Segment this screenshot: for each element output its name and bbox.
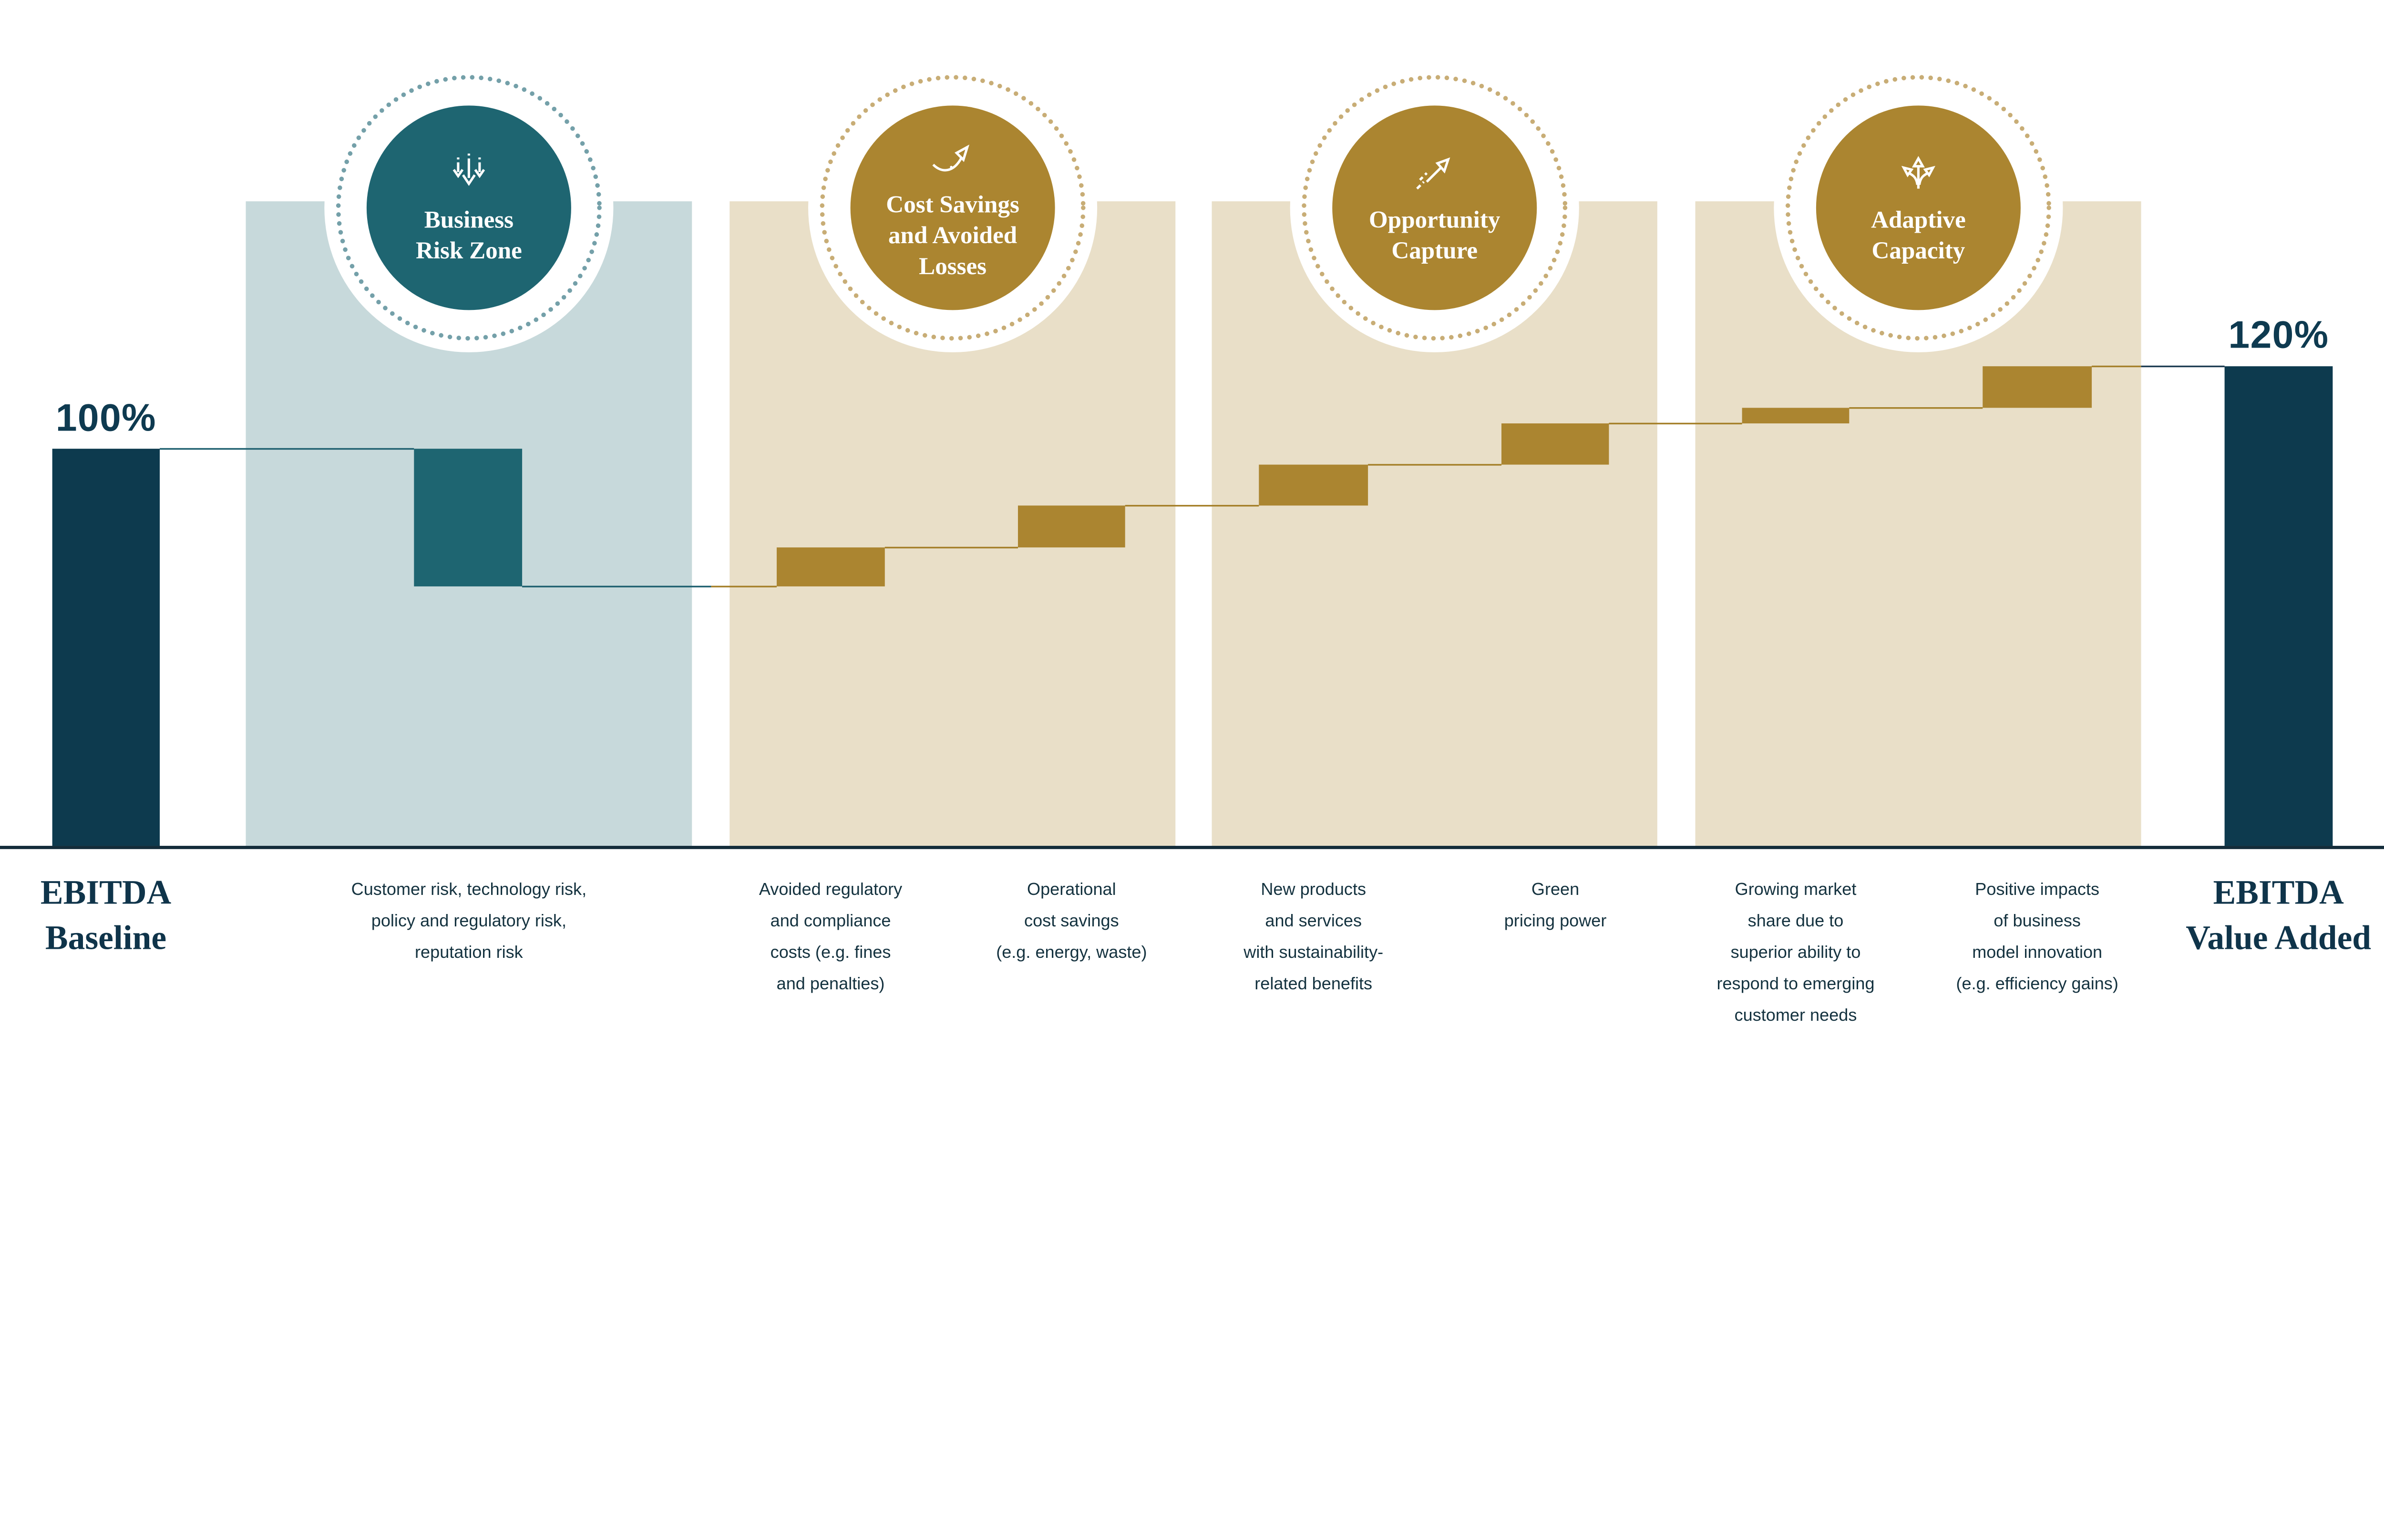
connector-step5-step6 (1849, 407, 1983, 409)
badge-title: Cost Savings and Avoided Losses (886, 191, 1019, 280)
label-business-risk: Customer risk, technology risk, policy a… (351, 879, 587, 962)
launch-arrow-icon (1410, 150, 1459, 198)
badge-opportunity-capture: Opportunity Capture (1332, 105, 1537, 310)
bar-business-risk-drop (414, 449, 523, 586)
dotted-ring (1300, 73, 1569, 342)
bar-avoided-costs (776, 547, 885, 586)
dotted-ring (334, 73, 604, 342)
bar-green-pricing (1501, 423, 1609, 465)
waterfall-chart: 100% 120% Business Risk Zone (0, 73, 2384, 1025)
badge-title: Adaptive Capacity (1871, 206, 1966, 264)
label-model-innovation: Positive impacts of business model innov… (1956, 879, 2118, 994)
connector-100pct-line (160, 448, 414, 450)
connector-step1-step2 (884, 546, 1018, 549)
end-percent-label: 120% (2228, 313, 2329, 357)
bar-model-innovation (1983, 366, 2092, 408)
badge-adaptive-capacity: Adaptive Capacity (1816, 105, 2021, 310)
label-new-products: New products and services with sustainab… (1243, 879, 1384, 994)
bar-operational-savings (1017, 505, 1125, 548)
label-ebitda-value-added: EBITDA Value Added (2186, 873, 2372, 957)
label-avoided-costs: Avoided regulatory and compliance costs … (759, 879, 903, 994)
bar-market-share (1742, 408, 1850, 424)
label-operational-savings: Operational cost savings (e.g. energy, w… (996, 879, 1147, 962)
bar-new-products (1259, 464, 1368, 506)
bar-ebitda-value-added (2224, 366, 2333, 846)
dotted-ring (1784, 73, 2053, 342)
connector-step3-step4 (1368, 464, 1502, 466)
badge-business-risk-zone: Business Risk Zone (366, 105, 571, 310)
badge-cost-savings: Cost Savings and Avoided Losses (850, 105, 1055, 310)
bar-ebitda-baseline (52, 449, 160, 846)
curved-up-arrow-icon (928, 134, 977, 183)
branching-arrows-icon (1894, 150, 1942, 198)
triple-down-arrows-icon (444, 150, 493, 198)
connector-120pct-gold (2092, 365, 2141, 368)
baseline-axis (0, 846, 2384, 849)
label-ebitda-baseline: EBITDA Baseline (40, 873, 172, 957)
badge-title: Opportunity Capture (1369, 206, 1500, 264)
connector-risk-bottom-teal (522, 585, 711, 587)
connector-risk-bottom-gold (711, 585, 777, 587)
label-green-pricing: Green pricing power (1504, 879, 1607, 931)
connector-step4-step5 (1609, 422, 1742, 425)
connector-120pct-navy (2141, 365, 2225, 368)
label-market-share: Growing market share due to superior abi… (1716, 879, 1875, 1025)
badge-title: Business Risk Zone (415, 206, 522, 264)
dotted-ring (818, 73, 1087, 342)
connector-step2-step3 (1125, 504, 1259, 507)
start-percent-label: 100% (55, 396, 156, 440)
